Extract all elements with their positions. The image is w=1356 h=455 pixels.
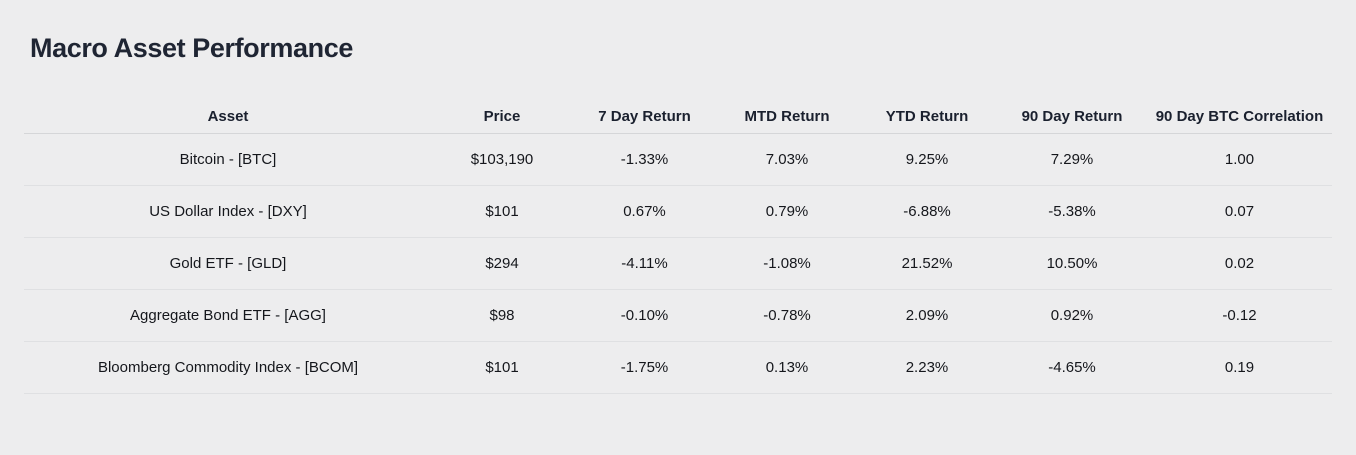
table-header-row: Asset Price 7 Day Return MTD Return YTD Retu… — [24, 65, 1332, 134]
column-header-ninety-day-return: 90 Day Return — [997, 65, 1147, 134]
table-row: Bitcoin - [BTC] $103,190 -1.33% 7.03% 9.25% 7… — [24, 133, 1332, 186]
asset-cell: Bloomberg Commodity Index - [BCOM] — [24, 341, 432, 394]
column-header-mtd-return: MTD Return — [717, 65, 857, 134]
table-header: Asset Price 7 Day Return MTD Return YTD Retu… — [24, 65, 1332, 134]
mtd-return-cell: -0.78% — [717, 289, 857, 342]
page-title: Macro Asset Performance — [30, 33, 353, 63]
asset-cell: US Dollar Index - [DXY] — [24, 185, 432, 238]
ninety-day-return-cell: -4.65% — [997, 341, 1147, 394]
column-header-asset: Asset — [24, 65, 432, 134]
table-row: Bloomberg Commodity Index - [BCOM] $101 -1… — [24, 341, 1332, 394]
price-cell: $294 — [432, 237, 572, 290]
column-header-ytd-return: YTD Return — [857, 65, 997, 134]
seven-day-return-cell: -0.10% — [572, 289, 717, 342]
ninety-day-return-cell: 10.50% — [997, 237, 1147, 290]
table-body: Bitcoin - [BTC] $103,190 -1.33% 7.03% 9.25% 7… — [24, 133, 1332, 394]
price-cell: $101 — [432, 185, 572, 238]
column-header-price: Price — [432, 65, 572, 134]
ytd-return-cell: -6.88% — [857, 185, 997, 238]
ninety-day-return-cell: 7.29% — [997, 133, 1147, 186]
column-header-seven-day-return: 7 Day Return — [572, 65, 717, 134]
ytd-return-cell: 21.52% — [857, 237, 997, 290]
column-header-btc-correlation: 90 Day BTC Correlation — [1147, 65, 1332, 134]
asset-cell: Gold ETF - [GLD] — [24, 237, 432, 290]
seven-day-return-cell: -4.11% — [572, 237, 717, 290]
ytd-return-cell: 9.25% — [857, 133, 997, 186]
btc-correlation-cell: 1.00 — [1147, 133, 1332, 186]
mtd-return-cell: -1.08% — [717, 237, 857, 290]
seven-day-return-cell: 0.67% — [572, 185, 717, 238]
macro-asset-table: Asset Price 7 Day Return MTD Return YTD Retu… — [24, 65, 1332, 394]
mtd-return-cell: 0.13% — [717, 341, 857, 394]
btc-correlation-cell: -0.12 — [1147, 289, 1332, 342]
asset-cell: Bitcoin - [BTC] — [24, 133, 432, 186]
price-cell: $101 — [432, 341, 572, 394]
mtd-return-cell: 7.03% — [717, 133, 857, 186]
mtd-return-cell: 0.79% — [717, 185, 857, 238]
seven-day-return-cell: -1.33% — [572, 133, 717, 186]
macro-asset-performance-section: Macro Asset Performance Asset Price 7 Day … — [0, 32, 1356, 394]
price-cell: $98 — [432, 289, 572, 342]
price-cell: $103,190 — [432, 133, 572, 186]
btc-correlation-cell: 0.07 — [1147, 185, 1332, 238]
seven-day-return-cell: -1.75% — [572, 341, 717, 394]
ytd-return-cell: 2.23% — [857, 341, 997, 394]
ninety-day-return-cell: -5.38% — [997, 185, 1147, 238]
table-row: Aggregate Bond ETF - [AGG] $98 -0.10% -0.78… — [24, 289, 1332, 342]
table-row: US Dollar Index - [DXY] $101 0.67% 0.79% -6.… — [24, 185, 1332, 238]
asset-cell: Aggregate Bond ETF - [AGG] — [24, 289, 432, 342]
ninety-day-return-cell: 0.92% — [997, 289, 1147, 342]
table-row: Gold ETF - [GLD] $294 -4.11% -1.08% 21.52% 10… — [24, 237, 1332, 290]
btc-correlation-cell: 0.02 — [1147, 237, 1332, 290]
btc-correlation-cell: 0.19 — [1147, 341, 1332, 394]
ytd-return-cell: 2.09% — [857, 289, 997, 342]
